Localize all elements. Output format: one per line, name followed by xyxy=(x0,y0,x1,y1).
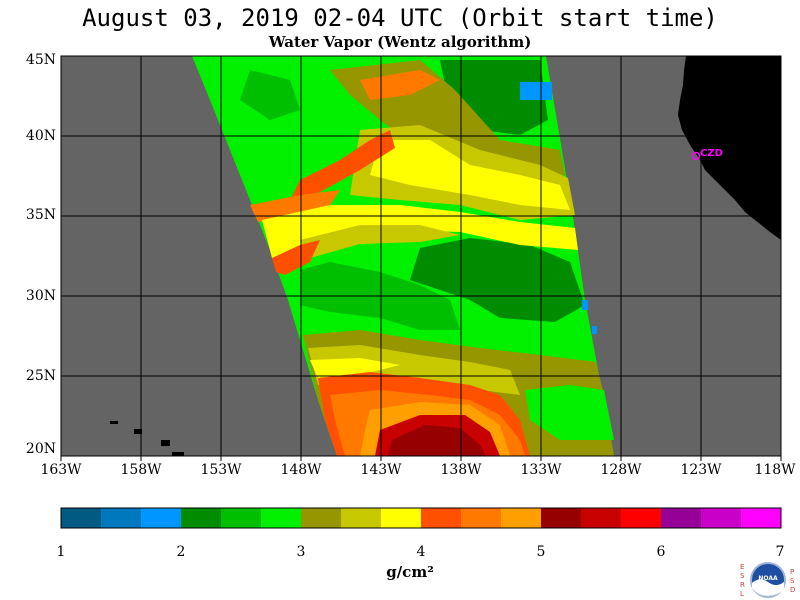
blue-patch xyxy=(582,300,588,310)
swath-orange-streak xyxy=(290,130,395,200)
colorbar-segment xyxy=(741,508,782,528)
colorbar-tick: 6 xyxy=(656,544,666,560)
logo-letter: D xyxy=(790,586,795,594)
island xyxy=(161,440,170,446)
lat-label: 40N xyxy=(25,128,56,144)
colorbar-tick: 7 xyxy=(775,544,785,560)
island xyxy=(172,452,184,456)
colorbar-segment xyxy=(621,508,662,528)
colorbar-segment xyxy=(181,508,222,528)
plot-frame xyxy=(60,55,782,457)
colorbar-segment xyxy=(61,508,102,528)
noaa-emblem-text: NOAA xyxy=(758,575,778,582)
swath-medium-green xyxy=(240,70,300,120)
colorbar-segment xyxy=(541,508,582,528)
lon-label: 143W xyxy=(360,462,402,478)
lon-label: 153W xyxy=(200,462,242,478)
colorbar xyxy=(61,508,782,528)
colorbar-tick: 1 xyxy=(56,544,66,560)
lon-ticks xyxy=(60,456,782,461)
lon-label: 118W xyxy=(754,462,796,478)
island xyxy=(134,429,142,434)
colorbar-segment xyxy=(141,508,182,528)
logo-letter: S xyxy=(790,577,795,585)
colorbar-frame xyxy=(60,507,782,529)
blue-patch xyxy=(592,326,597,334)
colorbar-tick: 5 xyxy=(536,544,546,560)
colorbar-segment xyxy=(581,508,622,528)
land-coastline xyxy=(678,56,781,240)
lat-label: 45N xyxy=(25,52,56,68)
colorbar-tick: 4 xyxy=(416,544,426,560)
island xyxy=(110,421,118,424)
lat-label: 20N xyxy=(25,441,56,457)
colorbar-segment xyxy=(301,508,342,528)
colorbar-segment xyxy=(661,508,702,528)
logo-letter: E xyxy=(740,563,744,571)
colorbar-segment xyxy=(501,508,542,528)
swath-yellow-band xyxy=(370,140,570,210)
lat-label: 35N xyxy=(25,207,56,223)
colorbar-tick: 3 xyxy=(296,544,306,560)
lat-label: 30N xyxy=(25,288,56,304)
logo-letter: L xyxy=(740,590,744,598)
station-label: CZD xyxy=(700,148,723,159)
colorbar-segment xyxy=(381,508,422,528)
colorbar-segment xyxy=(101,508,142,528)
colorbar-segment xyxy=(261,508,302,528)
colorbar-segment xyxy=(421,508,462,528)
colorbar-segment xyxy=(221,508,262,528)
swath-orange-streak xyxy=(360,70,440,100)
swath-yellow-band xyxy=(262,205,578,258)
map-title: August 03, 2019 02-04 UTC (Orbit start t… xyxy=(82,4,718,32)
logo-letter: S xyxy=(740,572,745,580)
colorbar-segment xyxy=(461,508,502,528)
swath-olive-band xyxy=(415,85,460,125)
lon-label: 123W xyxy=(680,462,722,478)
swath-yellow-south xyxy=(308,345,520,395)
station-marker xyxy=(691,151,701,161)
colorbar-units: g/cm² xyxy=(386,563,434,581)
lon-label: 148W xyxy=(280,462,322,478)
gridlines xyxy=(61,56,781,456)
lon-label: 133W xyxy=(520,462,562,478)
blue-patch xyxy=(520,82,552,100)
swath-green-south xyxy=(525,385,614,440)
lon-label: 138W xyxy=(440,462,482,478)
lon-label: 128W xyxy=(600,462,642,478)
logo-letter: R xyxy=(740,581,745,589)
swath-orange-streak xyxy=(272,240,320,275)
lon-label: 158W xyxy=(120,462,162,478)
map-subtitle: Water Vapor (Wentz algorithm) xyxy=(268,33,532,51)
swath-yellow-band xyxy=(300,225,460,258)
lon-label: 163W xyxy=(40,462,82,478)
logo-letter: P xyxy=(790,568,794,576)
lat-label: 25N xyxy=(25,368,56,384)
colorbar-tick: 2 xyxy=(176,544,186,560)
swath-orange-streak xyxy=(250,190,340,222)
noaa-logo: E S R L P S D NOAA xyxy=(740,562,795,598)
colorbar-segment xyxy=(341,508,382,528)
colorbar-segment xyxy=(701,508,742,528)
swath-yellow-south xyxy=(310,358,400,378)
